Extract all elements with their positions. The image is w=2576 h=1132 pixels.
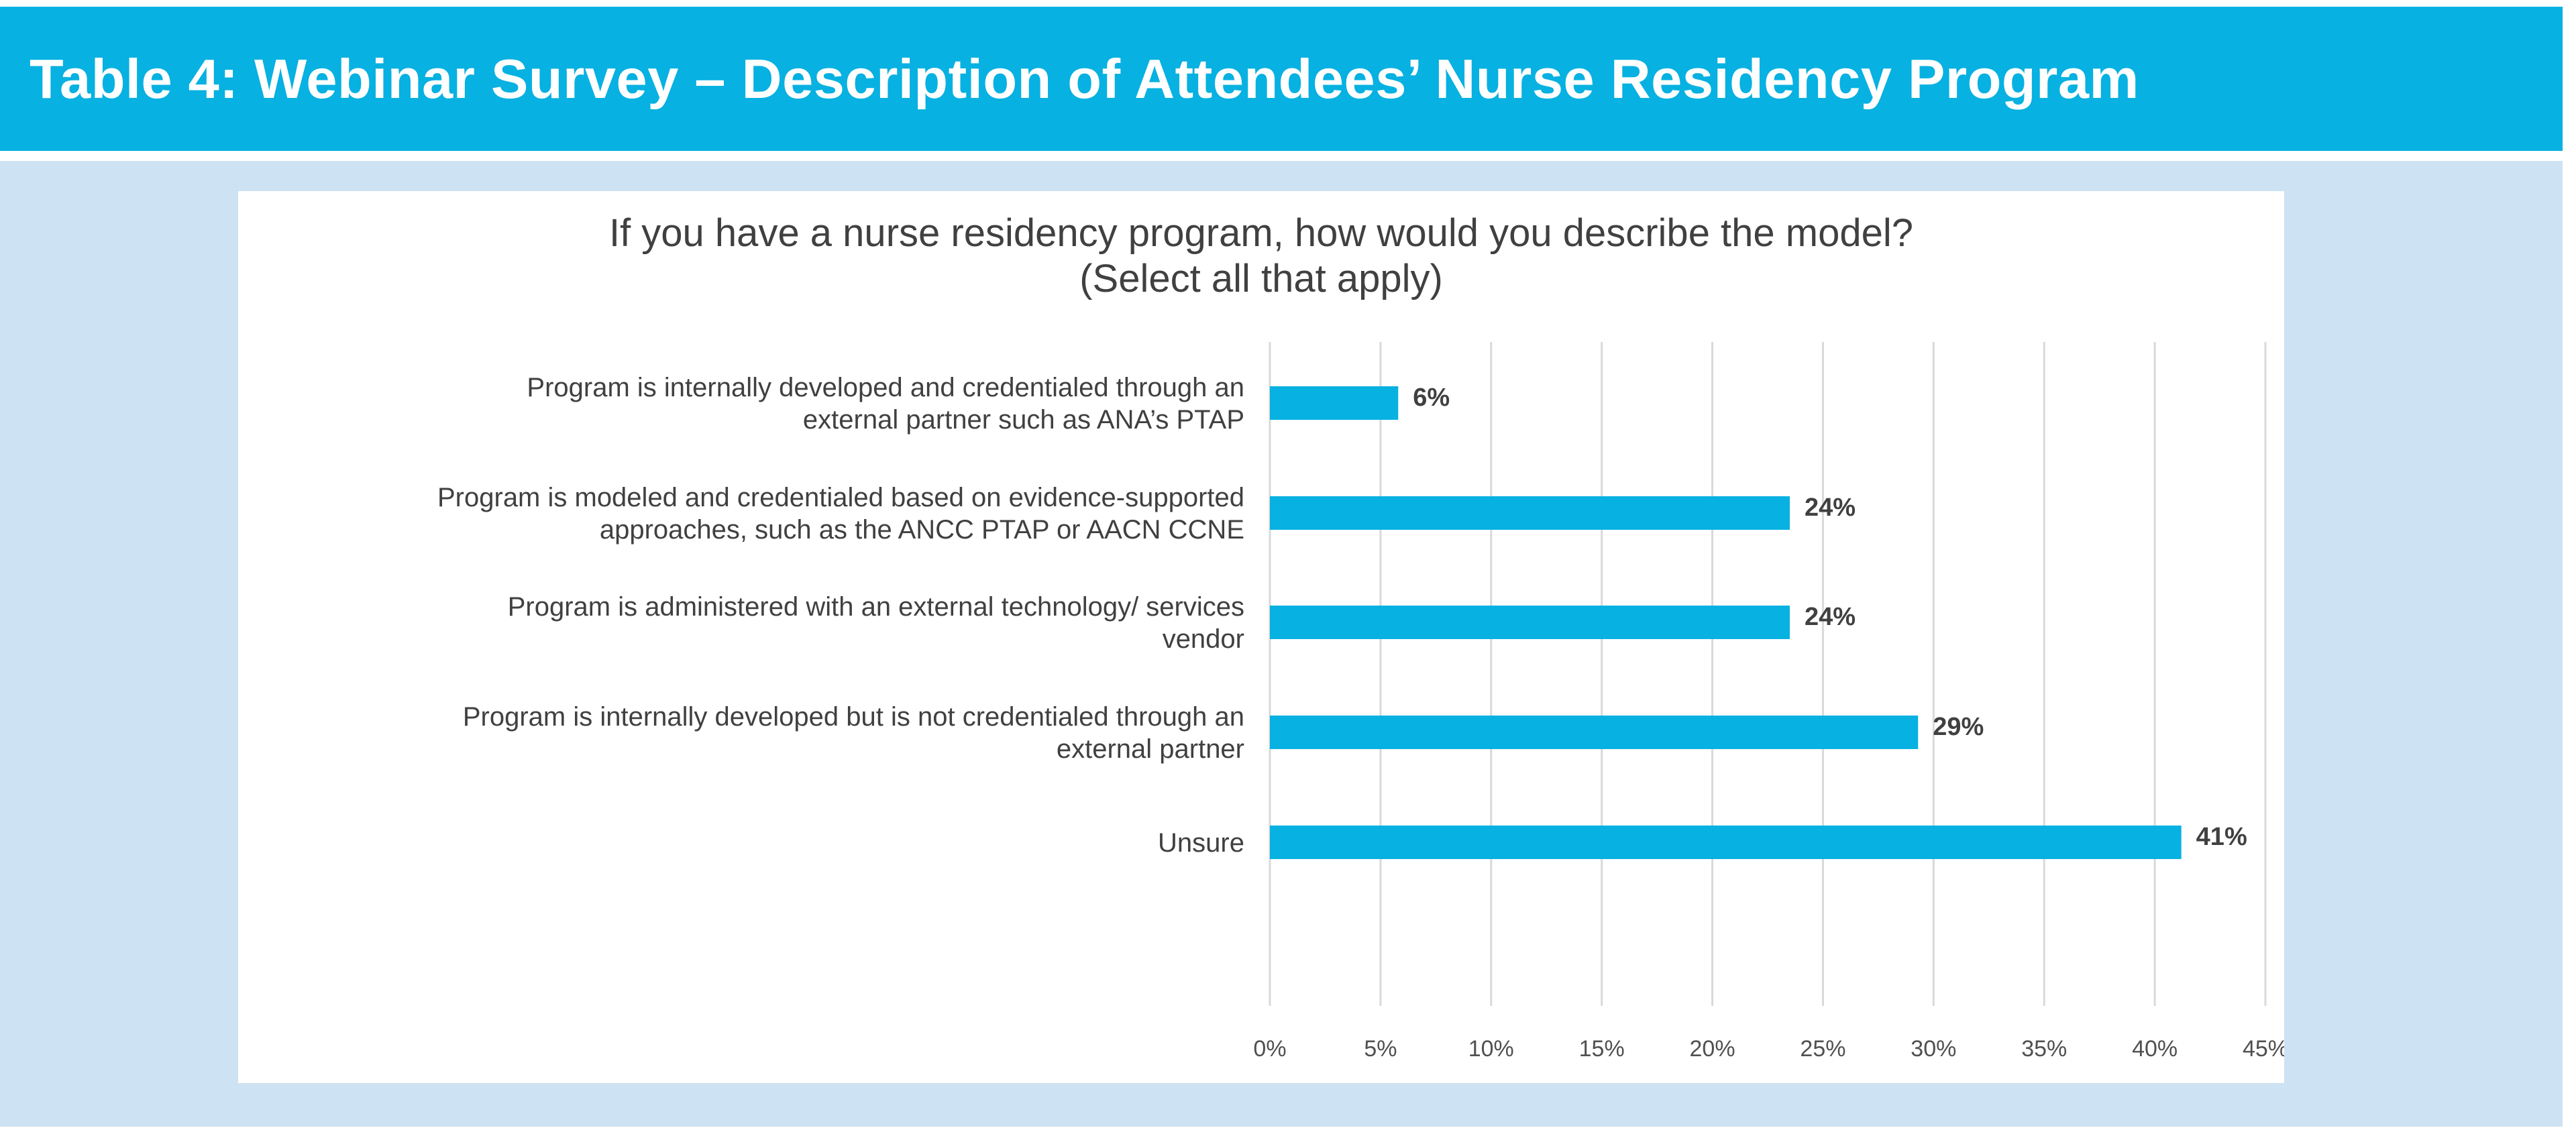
x-tick-label: 45% bbox=[2243, 1036, 2284, 1062]
data-label: 6% bbox=[1413, 384, 1450, 412]
category-label: Program is administered with an external… bbox=[508, 592, 1244, 622]
x-tick-label: 15% bbox=[1579, 1036, 1625, 1062]
bar bbox=[1270, 826, 2182, 859]
category-label: Program is modeled and credentialed base… bbox=[437, 483, 1244, 512]
category-label: Program is internally developed and cred… bbox=[527, 373, 1244, 402]
category-label: approaches, such as the ANCC PTAP or AAC… bbox=[600, 515, 1244, 545]
x-tick-label: 10% bbox=[1468, 1036, 1514, 1062]
x-tick-label: 0% bbox=[1253, 1036, 1286, 1062]
data-label: 41% bbox=[2196, 823, 2247, 851]
data-label: 29% bbox=[1933, 713, 1984, 741]
bar bbox=[1270, 716, 1919, 749]
category-label: Program is internally developed but is n… bbox=[463, 702, 1244, 732]
chart-title-line: (Select all that apply) bbox=[1079, 257, 1443, 300]
chart-title-line: If you have a nurse residency program, h… bbox=[609, 211, 1913, 255]
x-tick-label: 40% bbox=[2132, 1036, 2178, 1062]
category-label: Unsure bbox=[1158, 828, 1244, 858]
bar bbox=[1270, 386, 1399, 420]
category-label: vendor bbox=[1163, 624, 1244, 654]
x-tick-label: 30% bbox=[1911, 1036, 1956, 1062]
bar bbox=[1270, 606, 1790, 639]
x-tick-label: 25% bbox=[1800, 1036, 1845, 1062]
data-label: 24% bbox=[1805, 494, 1856, 522]
bar-chart: If you have a nurse residency program, h… bbox=[437, 211, 2284, 1062]
page-title: Table 4: Webinar Survey – Description of… bbox=[30, 48, 2139, 110]
chart-card: If you have a nurse residency program, h… bbox=[238, 191, 2284, 1083]
data-label: 24% bbox=[1805, 603, 1856, 631]
header-bar: Table 4: Webinar Survey – Description of… bbox=[0, 7, 2563, 151]
category-label: external partner bbox=[1057, 734, 1244, 764]
bar bbox=[1270, 496, 1790, 530]
x-tick-label: 35% bbox=[2021, 1036, 2067, 1062]
category-label: external partner such as ANA’s PTAP bbox=[803, 405, 1244, 435]
x-tick-label: 20% bbox=[1690, 1036, 1735, 1062]
x-tick-label: 5% bbox=[1364, 1036, 1397, 1062]
